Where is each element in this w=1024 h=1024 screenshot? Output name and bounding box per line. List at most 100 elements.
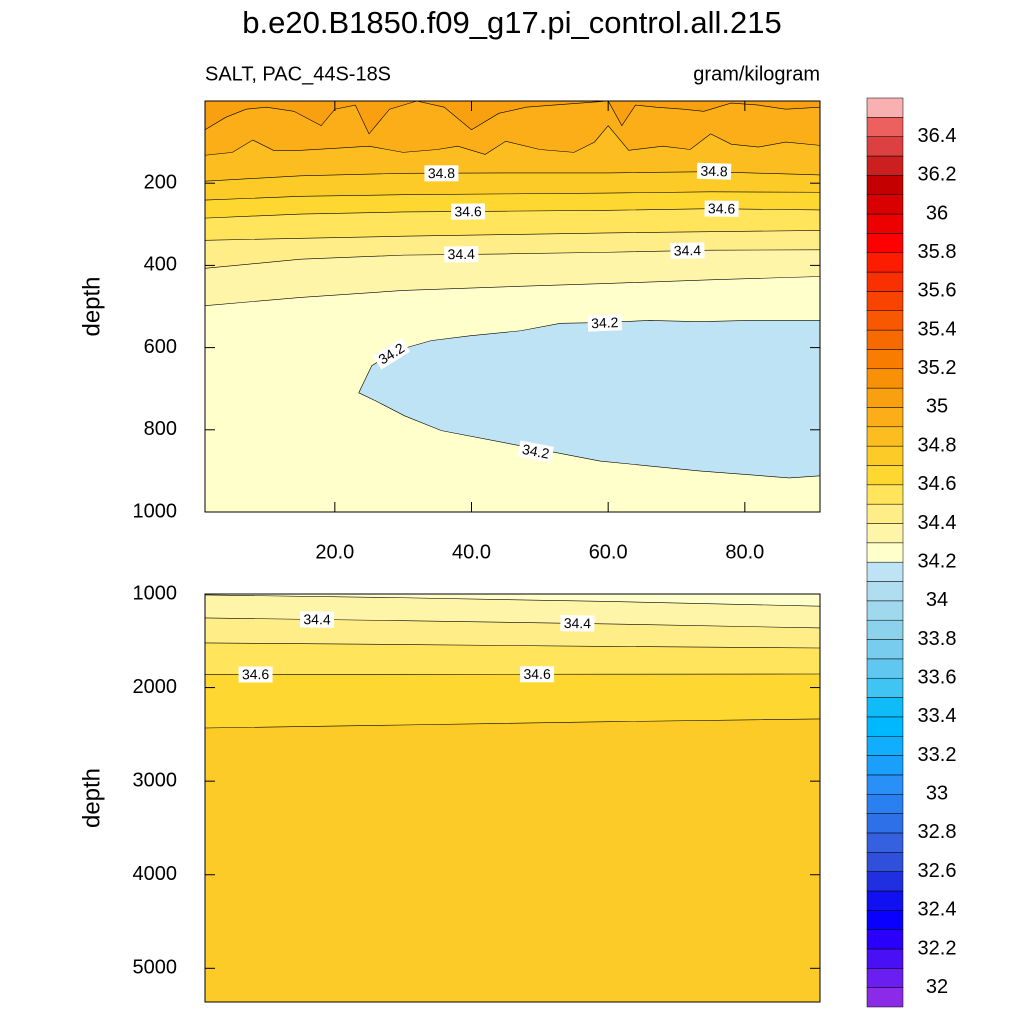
colorbar-label: 36.4 xyxy=(918,125,957,147)
contour-label-box xyxy=(238,666,273,683)
y-tick-label: 200 xyxy=(144,171,177,193)
x-tick-label: 80.0 xyxy=(725,541,764,563)
colorbar-box xyxy=(866,658,904,679)
contour-label: 34.4 xyxy=(670,242,705,259)
contour-label-box xyxy=(704,200,739,217)
contour-label: 34.4 xyxy=(560,615,595,632)
contour-label-text: 34.4 xyxy=(303,611,331,627)
contour-label: 34.4 xyxy=(444,246,479,263)
colorbar-box xyxy=(866,619,904,640)
contour-line xyxy=(204,718,821,729)
y-tick-label: 4000 xyxy=(133,863,178,885)
colorbar-label: 33.8 xyxy=(918,628,957,650)
contour-label-box xyxy=(560,615,595,632)
contour-label: 34.4 xyxy=(299,611,335,628)
colorbar-box xyxy=(866,523,904,544)
colorbar-box xyxy=(866,910,904,930)
colorbar-box xyxy=(866,233,904,253)
contour-label: 34.6 xyxy=(238,666,273,683)
colorbar-label: 36.2 xyxy=(918,164,957,186)
contour-label: 34.8 xyxy=(696,162,732,180)
colorbar-box xyxy=(866,503,904,524)
contour-line xyxy=(204,594,821,607)
colorbar-box xyxy=(866,252,904,273)
colorbar-label: 35.6 xyxy=(918,280,957,302)
contour-fill xyxy=(205,101,820,134)
contour-fill xyxy=(205,718,820,1002)
y-tick-label: 400 xyxy=(144,254,177,276)
colorbar-box xyxy=(866,794,904,814)
chart-title: b.e20.B1850.f09_g17.pi_control.all.215 xyxy=(242,5,782,40)
contour-label-text: 34.4 xyxy=(674,242,702,259)
colorbar-box xyxy=(866,291,904,311)
colorbar-label: 32.4 xyxy=(918,899,957,921)
contour-label-box xyxy=(372,338,411,370)
contour-line xyxy=(204,276,821,306)
contour-label: 34.2 xyxy=(587,314,623,332)
contour-label-box xyxy=(424,165,459,182)
left-string: SALT, PAC_44S-18S xyxy=(205,63,391,85)
colorbar-box xyxy=(866,832,904,853)
colorbar-box xyxy=(866,368,904,389)
colorbar-box xyxy=(866,677,904,698)
contour-label: 34.8 xyxy=(424,165,459,182)
contour-line xyxy=(204,191,821,201)
colorbar-box xyxy=(866,735,904,756)
contour-line xyxy=(358,320,821,479)
colorbar-box xyxy=(866,117,904,137)
y-tick-label: 5000 xyxy=(133,957,178,979)
colorbar-box xyxy=(866,697,904,718)
colorbar-box xyxy=(866,774,904,795)
y-tick-label: 1000 xyxy=(133,500,178,522)
contour-label-box xyxy=(520,666,555,683)
contour-label-text: 34.2 xyxy=(591,314,619,331)
colorbar-box xyxy=(866,813,904,834)
colorbar-box xyxy=(866,852,904,872)
colorbar-box xyxy=(866,329,904,350)
contour-label: 34.2 xyxy=(517,440,554,463)
contour-label: 34.6 xyxy=(704,200,739,217)
x-tick-label: 40.0 xyxy=(452,541,491,563)
y-tick-label: 2000 xyxy=(133,676,178,698)
contour-label-text: 34.8 xyxy=(428,165,456,181)
colorbar-box xyxy=(866,716,904,737)
colorbar-label: 32 xyxy=(926,976,948,998)
colorbar-box xyxy=(866,987,904,1008)
colorbar-box xyxy=(866,445,904,466)
contour-label-box xyxy=(451,203,486,220)
contour-label-text: 34.8 xyxy=(700,163,728,180)
contour-line xyxy=(204,642,821,649)
colorbar-box xyxy=(866,600,904,621)
colorbar-box xyxy=(866,97,904,118)
colorbar-box xyxy=(866,426,904,447)
plot-frame xyxy=(204,100,821,513)
right-string: gram/kilogram xyxy=(693,63,820,85)
contour-label-box xyxy=(517,440,554,463)
colorbar-box xyxy=(866,407,904,428)
contour-label-text: 34.4 xyxy=(448,246,476,262)
colorbar-box xyxy=(866,542,904,563)
colorbar-label: 32.6 xyxy=(918,860,957,882)
contour-label-text: 34.6 xyxy=(242,666,269,682)
colorbar-label: 34.2 xyxy=(918,550,957,572)
colorbar-label: 34.4 xyxy=(918,512,957,534)
contour-label: 34.6 xyxy=(520,666,555,683)
colorbar-box xyxy=(866,639,904,660)
colorbar-label: 33.2 xyxy=(918,744,957,766)
colorbar-box xyxy=(866,271,904,292)
colorbar-label: 35.8 xyxy=(918,241,957,263)
contour-label-text: 34.6 xyxy=(523,666,550,682)
y-tick-label: 1000 xyxy=(133,582,178,604)
contour-label-box xyxy=(670,242,705,259)
colorbar-box xyxy=(866,484,904,505)
colorbar-box xyxy=(866,136,904,157)
contour-label-box xyxy=(696,162,732,180)
y-axis-label: depth xyxy=(78,768,105,828)
colorbar-box xyxy=(866,890,904,911)
contour-label: 34.6 xyxy=(451,203,486,220)
colorbar-box xyxy=(866,175,904,195)
contour-line xyxy=(204,100,821,135)
colorbar-box xyxy=(866,310,904,331)
colorbar-label: 33.6 xyxy=(918,666,957,688)
